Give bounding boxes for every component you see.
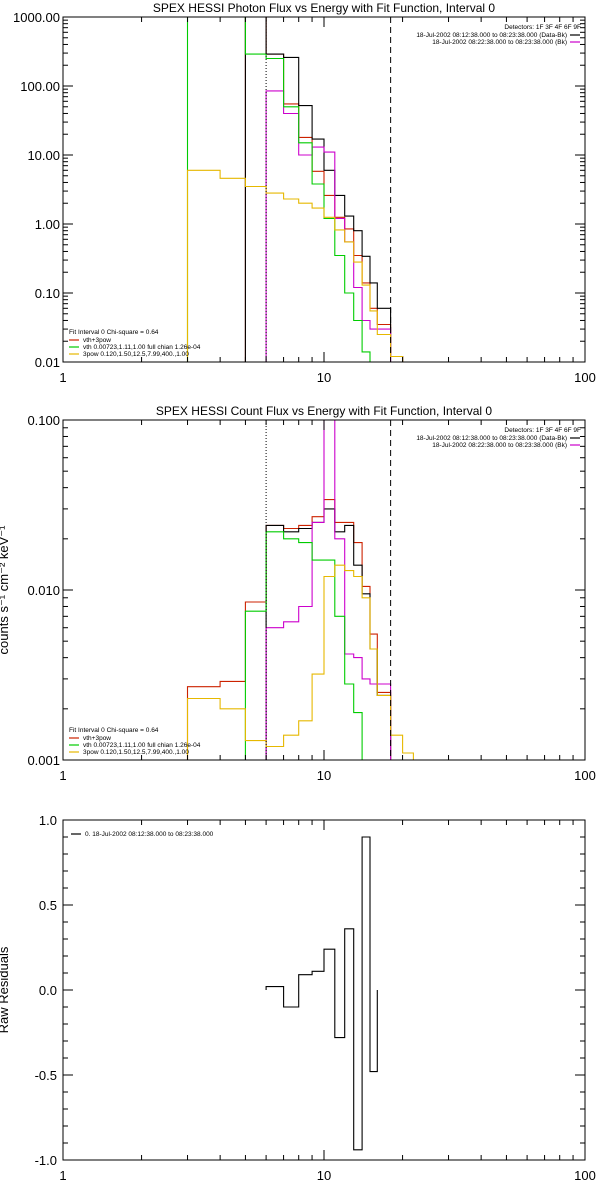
chart-panel-2: SPEX HESSI Count Flux vs Energy with Fit… xyxy=(0,404,596,783)
y-tick-label: 0.10 xyxy=(35,286,60,301)
legend-entry-label: 0. 18-Jul-2002 08:12:38.000 to 08:23:38.… xyxy=(85,831,214,838)
series-line-0-18-jul-2002-08-12-38-000-to-08-23-38-000 xyxy=(265,836,378,1151)
y-tick-label: 0.100 xyxy=(27,413,60,428)
chart-title: SPEX HESSI Photon Flux vs Energy with Fi… xyxy=(153,1,495,15)
y-tick-label: 0.0 xyxy=(39,983,57,998)
y-tick-label: 1.00 xyxy=(35,217,60,232)
plot-frame xyxy=(62,819,586,1161)
legend-entry-label: 18-Jul-2002 08:22:38.000 to 08:23:38.000… xyxy=(432,39,567,46)
x-tick-label: 10 xyxy=(317,1168,331,1183)
legend-fit-header: Fit Interval 0 Chi-square = 0.64 xyxy=(69,727,159,734)
legend-fit-header: Fit Interval 0 Chi-square = 0.64 xyxy=(69,329,159,336)
legend-entry-label: vth 0.00723,1.11,1.00 full chian 1.26e-0… xyxy=(83,742,201,749)
series-line-vth xyxy=(244,531,370,761)
chart-title: SPEX HESSI Count Flux vs Energy with Fit… xyxy=(156,404,492,418)
y-tick-label: 100.00 xyxy=(20,79,60,94)
y-tick-label: 0.01 xyxy=(35,355,60,370)
legend-entry-label: 18-Jul-2002 08:12:38.000 to 08:23:38.000… xyxy=(416,32,567,39)
series-line-bk xyxy=(265,419,392,760)
y-axis-label: Raw Residuals xyxy=(0,946,11,1033)
legend-entry-label: 18-Jul-2002 08:22:38.000 to 08:23:38.000… xyxy=(432,442,567,449)
series-line-data-bk xyxy=(244,16,404,362)
series-line-vth xyxy=(186,16,371,362)
y-tick-label: 0.001 xyxy=(27,753,60,768)
x-tick-label: 1 xyxy=(59,1168,66,1183)
y-tick-label: 0.010 xyxy=(27,583,60,598)
series-line-bk xyxy=(265,90,392,362)
series-line-3pow xyxy=(186,169,404,362)
legend-entry-label: 18-Jul-2002 08:12:38.000 to 08:23:38.000… xyxy=(416,435,567,442)
legend-detectors: Detectors: 1F 3F 4F 6F 9F xyxy=(504,24,581,31)
chart-panel-1: SPEX HESSI Photon Flux vs Energy with Fi… xyxy=(13,1,596,385)
y-tick-label: -1.0 xyxy=(35,1153,57,1168)
x-tick-label: 10 xyxy=(317,370,331,385)
x-tick-label: 100 xyxy=(574,370,596,385)
x-tick-label: 1 xyxy=(59,768,66,783)
y-tick-label: 10.00 xyxy=(27,148,60,163)
x-tick-label: 10 xyxy=(317,768,331,783)
legend-entry-label: vth 0.00723,1.11,1.00 full chian 1.26e-0… xyxy=(83,344,201,351)
y-tick-label: -0.5 xyxy=(35,1068,57,1083)
legend-entry-label: 3pow 0.120,1.50,12.5,7.99,400.,1.00 xyxy=(83,749,189,756)
legend-entry-label: vth+3pow xyxy=(83,337,111,344)
x-tick-label: 1 xyxy=(59,370,66,385)
legend-entry-label: vth+3pow xyxy=(83,735,111,742)
x-tick-label: 100 xyxy=(574,768,596,783)
legend-entry-label: 3pow 0.120,1.50,12.5,7.99,400.,1.00 xyxy=(83,351,189,358)
y-tick-label: 1.0 xyxy=(39,813,57,828)
series-line-3pow xyxy=(186,564,414,760)
legend-detectors: Detectors: 1F 3F 4F 6F 9F xyxy=(504,427,581,434)
chart-panel-3: Raw Residuals 1 10 100 -1.0 -0.5 0.0 0.5 1.0 0. 1… xyxy=(0,813,596,1183)
y-tick-label: 0.5 xyxy=(39,898,57,913)
y-tick-label: 1000.00 xyxy=(13,10,60,25)
y-axis-label: counts s⁻¹ cm⁻² keV⁻¹ xyxy=(0,525,11,655)
x-tick-label: 100 xyxy=(574,1168,596,1183)
